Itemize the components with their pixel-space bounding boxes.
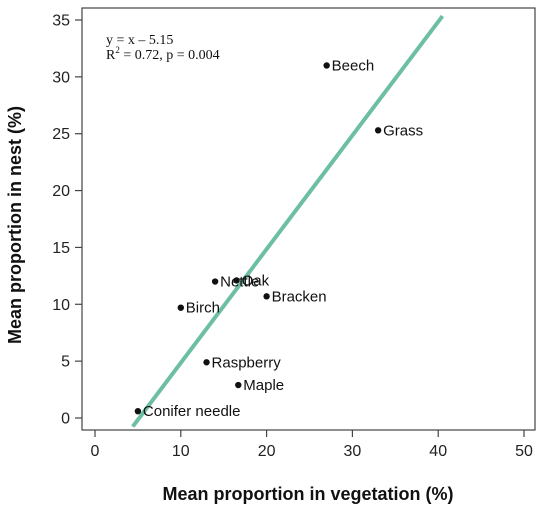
data-point-grass bbox=[374, 127, 382, 134]
r2-superscript: 2 bbox=[115, 45, 120, 55]
point-label-bracken: Bracken bbox=[272, 288, 327, 305]
data-point-raspberry bbox=[203, 359, 210, 366]
data-point-beech bbox=[323, 62, 330, 69]
y-tick-label: 30 bbox=[52, 69, 70, 86]
y-tick-label: 35 bbox=[52, 13, 70, 30]
point-label-conifer-needle: Conifer needle bbox=[143, 403, 241, 420]
y-tick-label: 5 bbox=[61, 354, 70, 371]
data-point-oak bbox=[233, 277, 240, 284]
data-point-nettle bbox=[211, 278, 219, 285]
point-label-nettle: Nettle bbox=[220, 274, 259, 291]
regression-line bbox=[131, 14, 445, 428]
point-label-birch: Birch bbox=[186, 300, 220, 317]
y-axis-title: Mean proportion in nest (%) bbox=[5, 106, 25, 344]
r-squared-text: R2 = 0.72, p = 0.004 bbox=[106, 45, 220, 63]
y-tick-label: 10 bbox=[52, 297, 70, 314]
fit-line-layer bbox=[131, 14, 445, 428]
data-point-bracken bbox=[263, 293, 270, 300]
y-tick-label: 25 bbox=[52, 126, 70, 143]
data-point-birch bbox=[177, 304, 184, 311]
equation-text: y = x – 5.15 bbox=[106, 33, 173, 48]
x-tick-label: 0 bbox=[91, 443, 100, 460]
x-tick-label: 20 bbox=[258, 443, 276, 460]
x-tick-label: 30 bbox=[344, 443, 362, 460]
point-label-grass: Grass bbox=[383, 122, 423, 139]
x-tick-label: 50 bbox=[515, 443, 533, 460]
equation-annotation: y = x – 5.15 R2 = 0.72, p = 0.004 bbox=[106, 33, 220, 63]
y-tick-label: 20 bbox=[52, 183, 70, 200]
data-point-conifer-needle bbox=[134, 407, 142, 415]
x-tick-label: 10 bbox=[172, 443, 190, 460]
r2-prefix: R bbox=[106, 48, 116, 63]
r2-rest: = 0.72, p = 0.004 bbox=[120, 48, 220, 63]
point-label-maple: Maple bbox=[243, 377, 284, 394]
point-label-beech: Beech bbox=[332, 57, 375, 74]
plot-frame bbox=[81, 7, 536, 431]
data-point-maple bbox=[235, 381, 242, 389]
point-label-raspberry: Raspberry bbox=[212, 354, 282, 371]
point-label-oak: Oak bbox=[242, 272, 270, 289]
x-axis-title: Mean proportion in vegetation (%) bbox=[163, 484, 454, 504]
y-tick-label: 15 bbox=[52, 240, 70, 257]
x-tick-label: 40 bbox=[429, 443, 447, 460]
axes: 0 10 20 30 40 50 0 5 10 15 20 25 30 35 bbox=[52, 7, 536, 460]
y-tick-label: 0 bbox=[61, 411, 70, 428]
